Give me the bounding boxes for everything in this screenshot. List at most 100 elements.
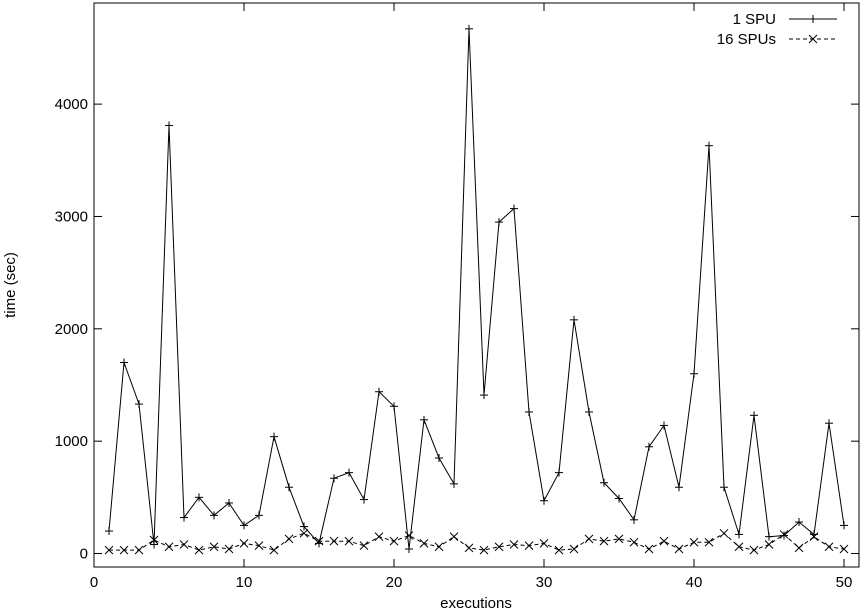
data-point-1-spu: [465, 24, 473, 33]
data-point-16-spus: [224, 544, 234, 554]
data-point-1-spu: [420, 415, 428, 424]
data-point-1-spu: [675, 483, 683, 492]
data-point-1-spu: [630, 515, 638, 524]
data-point-1-spu: [765, 532, 773, 541]
legend-marker-1-spu: [809, 15, 817, 23]
data-point-1-spu: [585, 407, 593, 416]
series-16-spus: [104, 528, 849, 555]
x-tick-label: 30: [536, 574, 553, 591]
data-point-16-spus: [149, 535, 159, 545]
x-tick-label: 40: [686, 574, 703, 591]
data-point-16-spus: [359, 541, 369, 551]
legend: 1 SPU 16 SPUs: [717, 11, 837, 48]
data-point-1-spu: [825, 419, 833, 428]
series-line-16-spus: [109, 532, 845, 551]
data-point-16-spus: [524, 541, 534, 551]
data-point-16-spus: [764, 540, 774, 549]
data-point-1-spu: [780, 531, 788, 540]
data-point-16-spus: [479, 545, 489, 555]
data-point-16-spus: [809, 532, 819, 542]
data-point-16-spus: [464, 543, 474, 553]
data-point-16-spus: [794, 543, 804, 553]
data-point-1-spu: [180, 513, 188, 522]
y-tick-label: 2000: [55, 321, 88, 338]
data-point-16-spus: [644, 544, 654, 554]
data-point-1-spu: [480, 391, 488, 400]
data-point-16-spus: [659, 536, 669, 546]
data-point-1-spu: [525, 407, 533, 416]
data-point-1-spu: [270, 432, 278, 441]
data-point-16-spus: [344, 536, 354, 546]
data-point-1-spu: [705, 141, 713, 150]
data-point-1-spu: [255, 511, 263, 520]
data-point-16-spus: [239, 539, 249, 548]
data-point-16-spus: [314, 536, 324, 546]
x-axis-ticks: 0 10 20 30 40 50: [90, 3, 853, 591]
data-point-1-spu: [495, 218, 503, 227]
data-point-16-spus: [269, 545, 279, 555]
x-axis-label: executions: [440, 595, 512, 612]
data-point-16-spus: [539, 539, 549, 548]
data-point-1-spu: [135, 400, 143, 409]
data-point-1-spu: [345, 468, 353, 477]
series-layer: [104, 24, 849, 555]
data-point-1-spu: [600, 478, 608, 487]
data-point-1-spu: [360, 495, 368, 504]
data-point-16-spus: [134, 545, 144, 555]
data-point-16-spus: [674, 544, 684, 554]
data-point-16-spus: [404, 531, 414, 540]
data-point-1-spu: [300, 522, 308, 531]
data-point-16-spus: [599, 536, 609, 546]
data-point-16-spus: [329, 536, 339, 546]
x-tick-label: 0: [90, 574, 98, 591]
data-point-16-spus: [824, 542, 834, 552]
data-point-1-spu: [735, 530, 743, 539]
data-point-16-spus: [449, 532, 459, 542]
data-point-16-spus: [209, 542, 219, 552]
y-tick-label: 0: [80, 546, 88, 563]
x-tick-label: 20: [386, 574, 403, 591]
data-point-1-spu: [645, 442, 653, 451]
data-point-1-spu: [750, 411, 758, 420]
data-point-1-spu: [540, 496, 548, 505]
data-point-16-spus: [839, 544, 849, 554]
data-point-1-spu: [375, 387, 383, 396]
data-point-1-spu: [330, 474, 338, 483]
data-point-16-spus: [554, 545, 564, 555]
data-point-16-spus: [194, 545, 204, 555]
data-point-16-spus: [614, 534, 624, 544]
data-point-16-spus: [584, 534, 594, 544]
x-tick-label: 50: [836, 574, 853, 591]
legend-label-16-spus: 16 SPUs: [717, 31, 776, 48]
data-point-16-spus: [164, 542, 174, 552]
data-point-16-spus: [509, 540, 519, 549]
data-point-1-spu: [615, 494, 623, 503]
data-point-1-spu: [510, 204, 518, 213]
data-point-16-spus: [704, 537, 714, 547]
plot-frame: [93, 2, 860, 568]
data-point-16-spus: [299, 528, 309, 538]
y-tick-label: 4000: [55, 96, 88, 113]
y-axis-ticks: 0 1000 2000 3000 4000: [55, 96, 859, 563]
data-point-16-spus: [179, 540, 189, 549]
data-point-16-spus: [779, 530, 789, 539]
data-point-16-spus: [434, 542, 444, 552]
data-point-1-spu: [240, 521, 248, 530]
data-point-16-spus: [629, 537, 639, 547]
data-point-1-spu: [795, 518, 803, 527]
data-point-1-spu: [105, 527, 113, 536]
data-point-16-spus: [689, 537, 699, 547]
legend-label-1-spu: 1 SPU: [733, 11, 776, 28]
series-1-spu: [105, 24, 848, 554]
data-point-1-spu: [165, 121, 173, 130]
data-point-1-spu: [435, 454, 443, 463]
data-point-16-spus: [749, 545, 759, 555]
data-point-16-spus: [254, 541, 264, 551]
data-point-16-spus: [419, 539, 429, 548]
data-point-16-spus: [374, 532, 384, 542]
data-point-1-spu: [570, 315, 578, 324]
data-point-16-spus: [569, 544, 579, 554]
data-point-1-spu: [150, 540, 158, 549]
x-tick-label: 10: [236, 574, 253, 591]
